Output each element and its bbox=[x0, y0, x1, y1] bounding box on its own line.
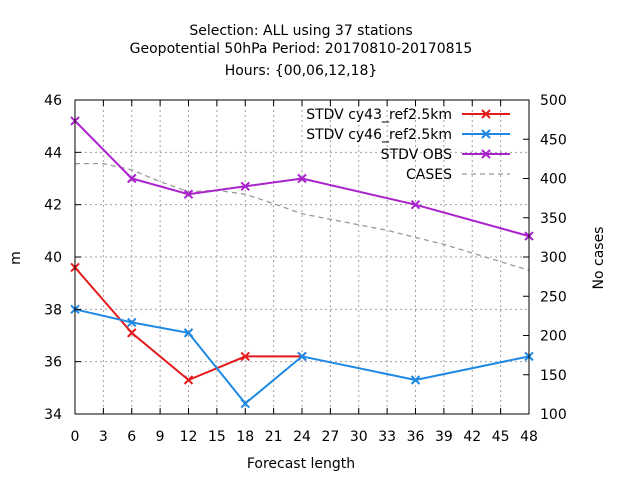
x-tick-label: 21 bbox=[265, 429, 283, 445]
y-tick-label: 38 bbox=[44, 302, 62, 318]
x-tick-label: 9 bbox=[156, 429, 165, 445]
y-tick-label: 42 bbox=[44, 198, 62, 214]
grid-lines bbox=[75, 100, 529, 414]
series-2 bbox=[70, 116, 534, 241]
series-1 bbox=[70, 304, 534, 409]
y2-tick-label: 450 bbox=[540, 132, 567, 148]
x-tick-label: 45 bbox=[492, 429, 510, 445]
x-tick-label: 27 bbox=[321, 429, 339, 445]
legend-marker bbox=[481, 109, 491, 119]
y2-tick-label: 350 bbox=[540, 211, 567, 227]
y2-tick-label: 300 bbox=[540, 250, 567, 266]
y-tick-label: 34 bbox=[44, 407, 62, 423]
y2-tick-label: 500 bbox=[540, 93, 567, 109]
x-tick-label: 36 bbox=[407, 429, 425, 445]
y2-axis-label: No cases bbox=[591, 227, 607, 290]
data-point bbox=[410, 199, 421, 210]
y-tick-label: 40 bbox=[44, 250, 62, 266]
legend-marker bbox=[481, 149, 491, 159]
y-tick-label: 46 bbox=[44, 93, 62, 109]
title-line-3: Hours: {00,06,12,18} bbox=[225, 63, 378, 79]
legend-entry: STDV cy46_ref2.5km bbox=[306, 127, 510, 143]
data-point bbox=[410, 375, 421, 385]
y2-tick-label: 250 bbox=[540, 289, 567, 305]
series-3 bbox=[75, 162, 530, 271]
data-point bbox=[183, 375, 194, 385]
series-line bbox=[74, 266, 302, 382]
y2-tick-label: 100 bbox=[540, 407, 567, 423]
series-line bbox=[75, 162, 530, 271]
title-line-2: Geopotential 50hPa Period: 20170810-2017… bbox=[130, 41, 473, 57]
y2-tick-label: 150 bbox=[540, 368, 567, 384]
x-tick-label: 18 bbox=[236, 429, 254, 445]
chart-title: Selection: ALL using 37 stations Geopote… bbox=[130, 23, 473, 79]
data-point bbox=[127, 328, 137, 338]
y-tick-label: 44 bbox=[44, 145, 62, 161]
x-tick-label: 42 bbox=[463, 429, 481, 445]
data-point bbox=[297, 173, 307, 184]
x-tick-label: 48 bbox=[520, 429, 538, 445]
data-point bbox=[183, 189, 194, 199]
x-tick-label: 39 bbox=[435, 429, 453, 445]
legend-label: STDV cy43_ref2.5km bbox=[306, 107, 452, 123]
legend-marker bbox=[481, 129, 491, 139]
legend-entry: STDV cy43_ref2.5km bbox=[306, 107, 510, 123]
data-point bbox=[183, 328, 194, 338]
x-tick-label: 33 bbox=[378, 429, 396, 445]
y2-axis: 100 150 200 250 300 350 400 450 500 bbox=[523, 93, 567, 423]
y-axis: 34 36 38 40 42 44 46 bbox=[44, 93, 81, 423]
x-tick-label: 6 bbox=[127, 429, 136, 445]
legend-entry: STDV OBS bbox=[381, 147, 510, 163]
data-point bbox=[127, 317, 137, 328]
legend-label: CASES bbox=[406, 167, 452, 183]
legend-label: STDV cy46_ref2.5km bbox=[306, 127, 452, 143]
x-tick-label: 12 bbox=[180, 429, 198, 445]
x-tick-label: 0 bbox=[71, 429, 80, 445]
legend: STDV cy43_ref2.5km STDV cy46_ref2.5km STDV… bbox=[306, 107, 510, 183]
x-axis: 0 3 6 9 12 15 18 21 24 27 30 33 36 39 42 45 48 bbox=[71, 100, 538, 445]
legend-entry: CASES bbox=[406, 167, 510, 183]
title-line-1: Selection: ALL using 37 stations bbox=[189, 23, 412, 39]
x-tick-label: 24 bbox=[293, 429, 311, 445]
x-axis-label: Forecast length bbox=[247, 456, 355, 472]
data-point bbox=[240, 398, 250, 409]
y2-tick-label: 200 bbox=[540, 329, 567, 345]
data-point bbox=[240, 181, 250, 192]
y-axis-label: m bbox=[8, 251, 24, 265]
data-point bbox=[240, 351, 250, 362]
data-point bbox=[297, 351, 307, 362]
x-tick-label: 30 bbox=[350, 429, 368, 445]
y-tick-label: 36 bbox=[44, 355, 62, 371]
series-layer bbox=[70, 116, 534, 409]
y2-tick-label: 400 bbox=[540, 172, 567, 188]
x-tick-label: 3 bbox=[99, 429, 108, 445]
x-tick-label: 15 bbox=[208, 429, 226, 445]
data-point bbox=[127, 173, 137, 184]
legend-label: STDV OBS bbox=[381, 147, 452, 163]
